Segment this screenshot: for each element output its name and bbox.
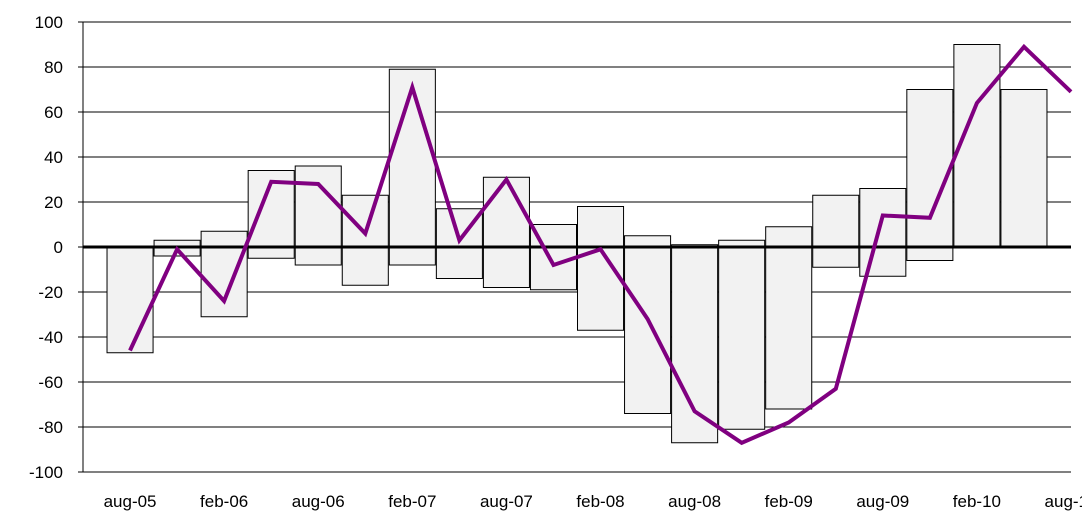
x-tick-label-10: aug-10 <box>1045 492 1082 511</box>
x-tick-label-8: aug-09 <box>856 492 909 511</box>
y-tick-label-9: -80 <box>38 418 63 437</box>
bar-15 <box>813 195 859 267</box>
bar-8 <box>483 177 529 287</box>
y-tick-label-1: 80 <box>44 58 63 77</box>
y-tick-labels: 100 80 60 40 20 0 -20 -40 -60 -80 -100 <box>29 13 63 482</box>
bar-6 <box>389 69 435 265</box>
bar-5 <box>342 195 388 285</box>
x-tick-label-2: aug-06 <box>292 492 345 511</box>
y-tick-label-0: 100 <box>35 13 63 32</box>
bar-11 <box>625 236 671 414</box>
bar-13 <box>719 240 765 429</box>
bar-10 <box>578 207 624 331</box>
x-tick-label-7: feb-09 <box>765 492 813 511</box>
x-tick-label-3: feb-07 <box>388 492 436 511</box>
bar-19 <box>1001 90 1047 248</box>
y-tick-label-8: -60 <box>38 373 63 392</box>
x-tick-label-1: feb-06 <box>200 492 248 511</box>
y-tick-label-6: -20 <box>38 283 63 302</box>
y-tick-label-4: 20 <box>44 193 63 212</box>
x-tick-labels: aug-05 feb-06 aug-06 feb-07 aug-07 feb-08 aug-… <box>104 492 1082 511</box>
y-tick-label-2: 60 <box>44 103 63 122</box>
y-tick-label-7: -40 <box>38 328 63 347</box>
y-tick-label-3: 40 <box>44 148 63 167</box>
x-tick-label-5: feb-08 <box>576 492 624 511</box>
bar-4 <box>295 166 341 265</box>
bar-16 <box>860 189 906 277</box>
x-tick-label-9: feb-10 <box>953 492 1001 511</box>
bar-0 <box>107 247 153 353</box>
bar-14 <box>766 227 812 409</box>
y-tick-label-10: -100 <box>29 463 63 482</box>
x-tick-label-4: aug-07 <box>480 492 533 511</box>
y-tick-label-5: 0 <box>54 238 63 257</box>
x-tick-label-0: aug-05 <box>104 492 157 511</box>
x-tick-label-6: aug-08 <box>668 492 721 511</box>
